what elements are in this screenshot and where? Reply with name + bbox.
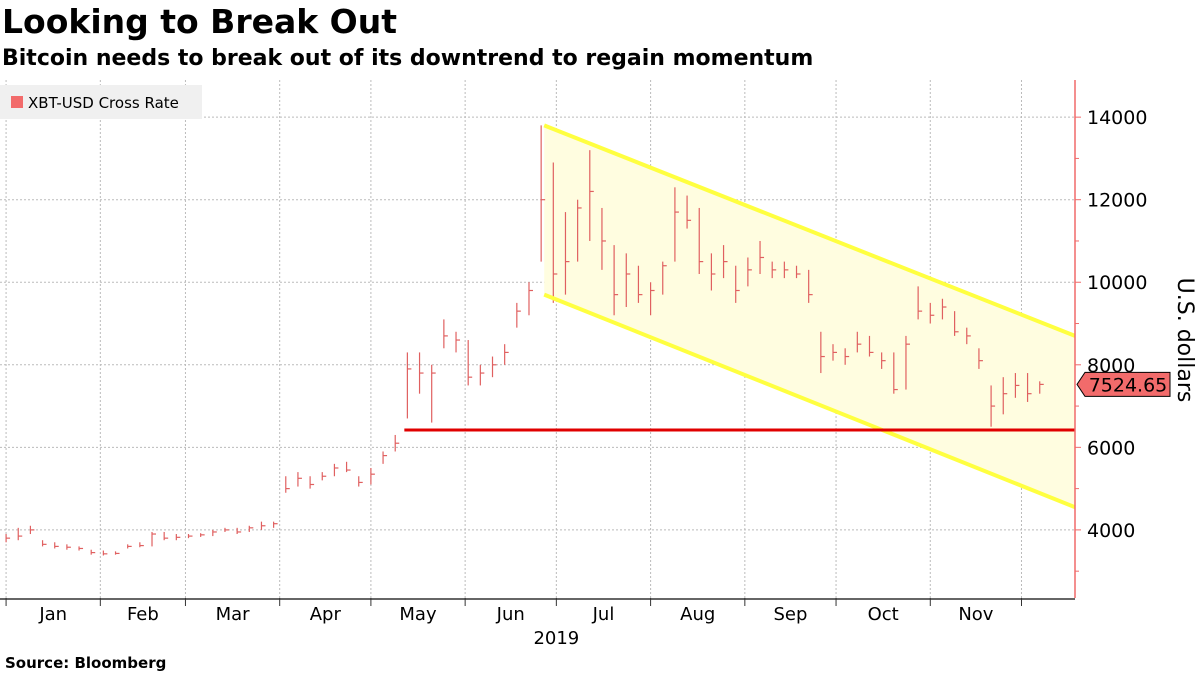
x-tick-label: Nov [958,604,993,625]
channel-lower-line [543,292,1076,510]
y-tick-label: 6000 [1087,437,1135,459]
y-axis-label: U.S. dollars [1172,278,1197,403]
chart-subtitle: Bitcoin needs to break out of its downtr… [2,46,814,71]
x-axis-label: 2019 [533,628,579,649]
channel-upper-line [543,123,1076,338]
x-tick-label: Jul [592,604,615,625]
source-note: Source: Bloomberg [5,654,167,672]
x-tick-label: Jun [496,604,525,625]
x-tick-label: May [399,604,437,625]
y-tick-label: 4000 [1087,520,1135,542]
legend-box [0,85,202,119]
legend-swatch [11,96,23,108]
last-value-label: 7524.65 [1089,374,1168,396]
channel-fill [544,125,1075,508]
y-tick-label: 8000 [1087,355,1135,377]
legend-label: XBT-USD Cross Rate [28,94,179,112]
x-tick-label: Aug [680,604,715,625]
x-tick-label: Jan [38,604,67,625]
x-tick-label: Sep [773,604,807,625]
x-tick-label: Apr [310,604,342,625]
y-tick-label: 12000 [1087,190,1147,212]
chart-title: Looking to Break Out [2,2,398,41]
y-tick-label: 10000 [1087,272,1147,294]
y-tick-label: 14000 [1087,107,1147,129]
last-value-badge [1076,371,1171,397]
x-tick-label: Feb [127,604,159,625]
x-tick-label: Mar [216,604,251,625]
x-tick-label: Oct [868,604,899,625]
